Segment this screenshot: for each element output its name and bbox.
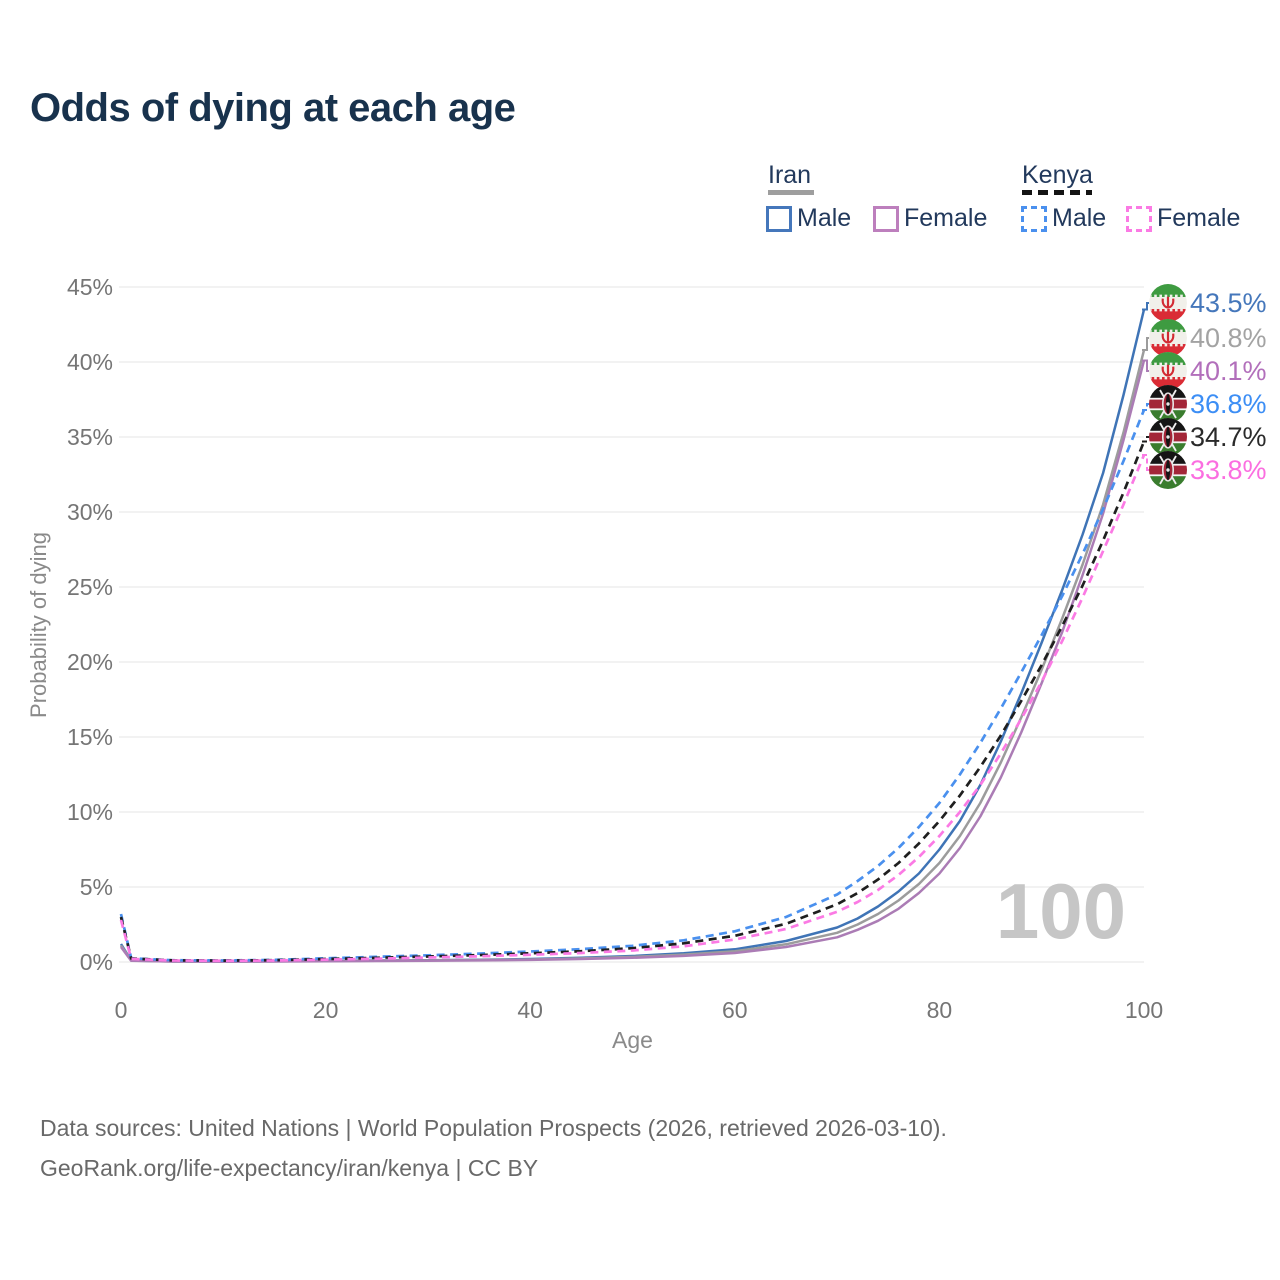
y-tick-label: 25% [67, 574, 113, 600]
license-line: GeoRank.org/life-expectancy/iran/kenya |… [40, 1155, 539, 1181]
curve-iran-female[interactable] [119, 360, 1146, 963]
x-tick-label: 100 [1125, 997, 1163, 1023]
iran-flag-icon [1149, 284, 1187, 322]
y-axis-title: Probability of dying [26, 532, 51, 718]
y-tick-label: 15% [67, 724, 113, 750]
legend-label: Female [1157, 204, 1241, 232]
y-tick-label: 10% [67, 799, 113, 825]
legend-group-iran[interactable]: Iran [768, 161, 812, 189]
checkbox-icon[interactable] [1126, 205, 1152, 232]
curve-kenya[interactable] [119, 440, 1146, 962]
curve-iran[interactable] [119, 349, 1146, 963]
label-connector [1142, 454, 1149, 471]
data-source-line: Data sources: United Nations | World Pop… [40, 1115, 947, 1141]
legend-label: Male [797, 204, 852, 232]
y-tick-label: 35% [67, 424, 113, 450]
age-watermark: 100 [996, 867, 1126, 955]
y-tick-label: 0% [80, 949, 113, 975]
y-tick-label: 40% [67, 349, 113, 375]
curve-kenya-male[interactable] [119, 409, 1146, 962]
kenya-flag-icon [1149, 385, 1187, 423]
end-value-label-iran-male: 43.5% [1190, 288, 1267, 318]
y-tick-label: 20% [67, 649, 113, 675]
y-tick-label: 45% [67, 274, 113, 300]
end-value-label-kenya-male: 36.8% [1190, 389, 1267, 419]
legend-checkbox-iran-female[interactable]: Female [873, 204, 987, 233]
x-tick-label: 60 [722, 997, 748, 1023]
kenya-flag-icon [1149, 451, 1187, 489]
label-connector [1142, 436, 1149, 443]
kenya-line-sample [1022, 190, 1092, 195]
checkbox-icon[interactable] [1021, 205, 1047, 232]
x-tick-label: 20 [313, 997, 339, 1023]
end-value-label-kenya: 34.7% [1190, 422, 1267, 452]
iran-line-sample [768, 190, 814, 195]
checkbox-icon[interactable] [766, 205, 792, 232]
legend-label: Male [1052, 204, 1107, 232]
end-value-label-iran-female: 40.1% [1190, 356, 1267, 386]
iran-flag-icon [1149, 352, 1187, 390]
iran-flag-icon [1149, 319, 1187, 357]
x-tick-label: 80 [927, 997, 953, 1023]
end-value-label-iran: 40.8% [1190, 323, 1267, 353]
y-tick-label: 5% [80, 874, 113, 900]
label-connector [1142, 302, 1149, 311]
legend-checkbox-kenya-female[interactable]: Female [1126, 204, 1240, 233]
y-tick-label: 30% [67, 499, 113, 525]
attribution: Data sources: United Nations | World Pop… [40, 1108, 947, 1188]
legend-label: Female [904, 204, 988, 232]
label-connector [1142, 403, 1149, 411]
curve-iran-male[interactable] [119, 309, 1146, 963]
curve-kenya-female[interactable] [119, 454, 1146, 963]
legend-checkbox-iran-male[interactable]: Male [766, 204, 851, 233]
label-connector [1142, 359, 1149, 372]
kenya-flag-icon [1149, 418, 1187, 456]
x-axis-title: Age [612, 1027, 653, 1053]
end-value-label-kenya-female: 33.8% [1190, 455, 1267, 485]
label-connector [1142, 337, 1149, 351]
checkbox-icon[interactable] [873, 205, 899, 232]
chart-title: Odds of dying at each age [30, 86, 516, 130]
legend-group-kenya[interactable]: Kenya [1022, 161, 1093, 189]
legend-checkbox-kenya-male[interactable]: Male [1021, 204, 1106, 233]
x-tick-label: 0 [115, 997, 128, 1023]
x-tick-label: 40 [517, 997, 543, 1023]
